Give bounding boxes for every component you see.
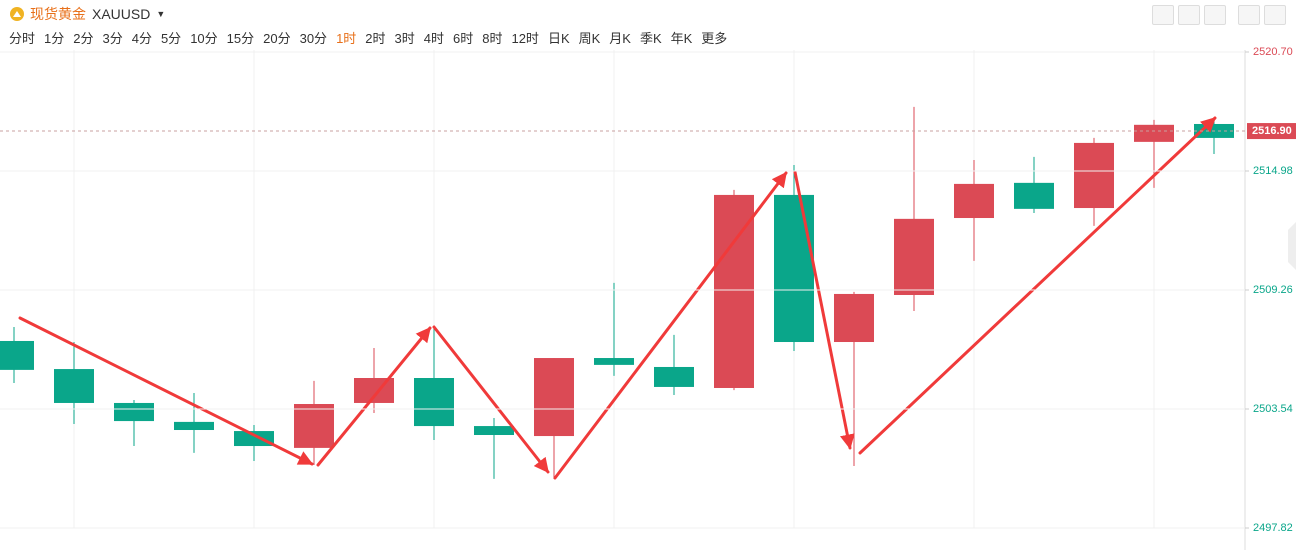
caret: ▼ <box>156 9 166 19</box>
toolbar: 现货黄金 XAUUSD ▼ 分时 1分 2分 3分 4分 5分 10分 15分 20分 30分 1时… <box>0 0 1296 50</box>
candle-body <box>1134 124 1174 142</box>
candle-body <box>354 378 394 403</box>
symbol-code: XAUUSD <box>92 6 151 22</box>
candle-body <box>654 366 694 387</box>
period-tab[interactable]: 年K <box>670 31 693 46</box>
side-tab[interactable] <box>1288 222 1296 270</box>
period-tab[interactable]: 4时 <box>423 31 444 46</box>
period-tab[interactable]: 2时 <box>365 31 386 46</box>
close-button[interactable] <box>1264 5 1286 25</box>
candle-body <box>114 402 154 422</box>
period-tab[interactable]: 6时 <box>453 31 474 46</box>
candle-body <box>0 340 34 370</box>
symbol[interactable]: 现货黄金 XAUUSD ▼ <box>10 4 165 24</box>
tool-button[interactable] <box>1152 5 1174 25</box>
period-tab[interactable]: 2分 <box>73 31 94 46</box>
candle-body <box>414 378 454 427</box>
last-price-box <box>1247 123 1296 140</box>
y-tick-label: 2520.70 <box>1253 46 1293 58</box>
period-tab[interactable]: 更多 <box>701 31 728 46</box>
period-tab[interactable]: 周K <box>578 31 601 46</box>
candle-body <box>54 369 94 403</box>
tool-button[interactable] <box>1204 5 1226 25</box>
candles <box>0 106 1234 479</box>
candle-body <box>774 194 814 343</box>
candle-body <box>594 358 634 365</box>
period-tab[interactable]: 3时 <box>394 31 415 46</box>
period-tab[interactable]: 20分 <box>263 31 291 46</box>
tool-button[interactable] <box>1238 5 1260 25</box>
y-tick-label: 2503.54 <box>1253 403 1293 415</box>
candle-body <box>474 426 514 436</box>
candle-body <box>174 421 214 431</box>
y-tick-label: 2514.98 <box>1253 165 1293 177</box>
y-tick-label: 2497.82 <box>1253 522 1293 534</box>
tools <box>1152 5 1286 25</box>
period-tab[interactable]: 月K <box>609 31 631 46</box>
candle-body <box>534 358 574 437</box>
candle-body <box>894 218 934 295</box>
candle-body <box>954 183 994 219</box>
candle-body <box>714 194 754 388</box>
tool-button[interactable] <box>1178 5 1200 25</box>
period-tab[interactable]: 8时 <box>482 31 503 46</box>
period-tab[interactable]: 1时 <box>336 31 357 46</box>
period-tab[interactable]: 季K <box>639 31 662 46</box>
candle-body <box>234 431 274 447</box>
period-tab[interactable]: 3分 <box>102 31 123 46</box>
candle-body <box>1074 142 1114 209</box>
period-tab[interactable]: 10分 <box>190 31 218 46</box>
symbol-name: 现货黄金 <box>30 6 86 22</box>
candle-body <box>1014 182 1054 209</box>
period-tab[interactable]: 4分 <box>131 31 152 46</box>
candle-body <box>834 293 874 343</box>
last-price-label: 2516.90 <box>1252 125 1292 137</box>
period-tab[interactable]: 15分 <box>226 31 255 46</box>
period-tab[interactable]: 12时 <box>511 31 539 46</box>
period-tab[interactable]: 30分 <box>299 31 328 46</box>
period-tab[interactable]: 日K <box>547 31 570 46</box>
period-tabs: 分时 1分 2分 3分 4分 5分 10分 15分 20分 30分 1时 2时 3时 4时 6时 8时 12时日… <box>9 28 727 47</box>
period-tab[interactable]: 分时 <box>9 31 36 46</box>
period-tab[interactable]: 1分 <box>44 31 65 46</box>
y-tick-label: 2509.26 <box>1253 284 1293 296</box>
candle-body <box>294 404 334 448</box>
period-tab[interactable]: 5分 <box>160 31 182 46</box>
gold-icon <box>10 7 24 21</box>
annotation-arrows <box>18 116 1217 480</box>
